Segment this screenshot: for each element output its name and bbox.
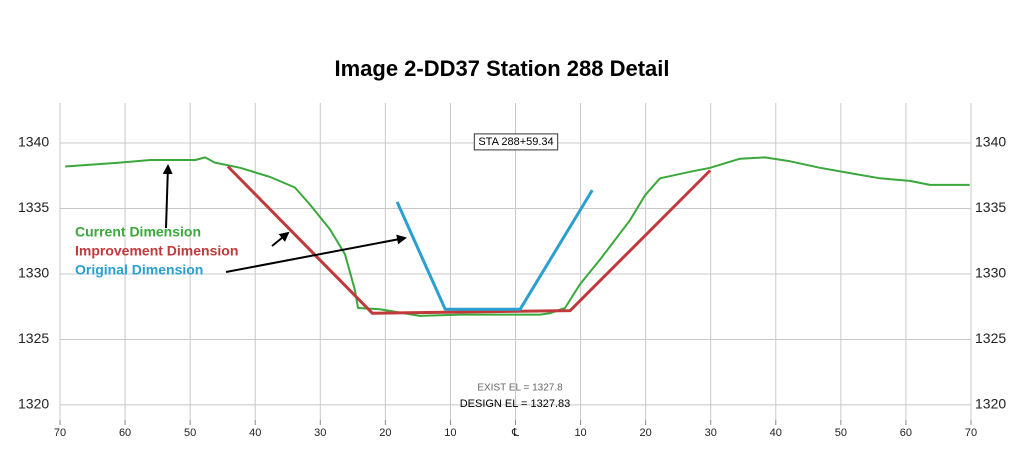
- x-tick-label: 20: [640, 427, 652, 439]
- x-tick-label: 10: [574, 427, 586, 439]
- y-tick-label-right: 1325: [975, 330, 1006, 346]
- x-tick-label: 50: [835, 427, 847, 439]
- x-tick-label: 30: [314, 427, 326, 439]
- series-line: [395, 189, 594, 311]
- annotation: STA 288+59.34: [478, 136, 553, 148]
- y-tick-label-right: 1320: [975, 396, 1006, 412]
- y-tick-label-right: 1330: [975, 265, 1006, 281]
- y-tick-label-right: 1340: [975, 134, 1006, 150]
- legend-label: Current Dimension: [75, 224, 201, 240]
- arrows: [162, 164, 407, 273]
- x-tick-label: 50: [184, 427, 196, 439]
- arrow: [162, 164, 173, 229]
- y-tick-label: 1335: [18, 199, 49, 215]
- x-tick-label: 70: [965, 427, 977, 439]
- x-tick-label: 40: [249, 427, 261, 439]
- x-tick-label: 20: [379, 427, 391, 439]
- x-tick-label: 10: [444, 427, 456, 439]
- series-line: [226, 165, 712, 315]
- x-tick-label: ℄: [511, 427, 519, 439]
- arrow: [271, 231, 290, 247]
- annotation: EXIST EL = 1327.8: [477, 383, 563, 394]
- series-line: [65, 156, 970, 317]
- legend-label: Original Dimension: [75, 262, 203, 278]
- chart-title: Image 2-DD37 Station 288 Detail: [334, 56, 669, 81]
- x-tick-label: 70: [54, 427, 66, 439]
- annotation: DESIGN EL = 1327.83: [460, 398, 571, 410]
- annotation-box: [473, 133, 559, 151]
- y-tick-label: 1330: [18, 265, 49, 281]
- x-tick-label: 60: [119, 427, 131, 439]
- y-tick-label: 1325: [18, 330, 49, 346]
- x-tick-label: 40: [770, 427, 782, 439]
- x-tick-label: 60: [900, 427, 912, 439]
- y-tick-label-right: 1335: [975, 199, 1006, 215]
- y-tick-label: 1340: [18, 134, 49, 150]
- arrow: [225, 234, 407, 273]
- x-tick-label: 30: [705, 427, 717, 439]
- y-tick-label: 1320: [18, 396, 49, 412]
- legend-label: Improvement Dimension: [75, 243, 238, 259]
